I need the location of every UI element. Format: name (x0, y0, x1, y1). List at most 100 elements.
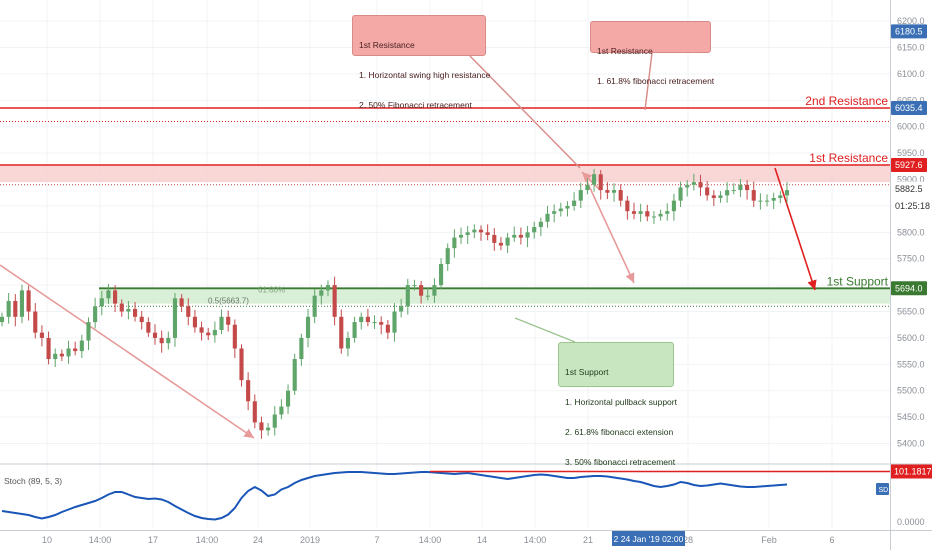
candle (445, 243, 450, 271)
downtrend-arrow (0, 264, 255, 439)
candle-body (319, 290, 324, 296)
candle (159, 330, 164, 353)
candle-body (26, 290, 31, 312)
candle-body (764, 200, 770, 202)
candle-body (698, 182, 703, 188)
crosshair-time-bg (612, 531, 685, 546)
price-tick: 5750.0 (897, 254, 925, 264)
time-tick: 21 (583, 535, 593, 545)
candle (106, 284, 111, 305)
candle-body (419, 285, 424, 296)
candle-body (252, 401, 257, 423)
candle (532, 221, 537, 239)
time-tick: 24 (253, 535, 263, 545)
candle (585, 178, 590, 195)
top-price-badge-text: 6180.5 (895, 26, 923, 36)
candle (392, 303, 397, 342)
candle-body (505, 237, 510, 246)
candle-body (232, 324, 237, 349)
candle (498, 237, 504, 251)
price-tick: 5400.0 (897, 439, 925, 449)
candle-body (139, 316, 144, 323)
candle (452, 229, 457, 258)
candle (572, 192, 577, 211)
candle (186, 298, 191, 326)
candle (352, 316, 357, 343)
top-price-badge: 6180.5 (891, 24, 927, 39)
candle-body (558, 208, 563, 212)
candle (33, 303, 38, 339)
projection-arrow (774, 167, 817, 291)
time-tick: 2019 (300, 535, 320, 545)
crosshair-time-text: 2 24 Jan '19 02:00 (614, 534, 684, 544)
candle-body (725, 190, 730, 196)
candle-body (445, 248, 450, 264)
candle-body (625, 200, 630, 212)
first-support-label: 1st Support (827, 274, 889, 288)
candle (512, 226, 517, 242)
support-note: 1st Support 1. Horizontal pullback suppo… (558, 342, 677, 467)
second-resistance-label: 2nd Resistance (805, 94, 888, 108)
candle-body (212, 330, 217, 336)
candle-body (192, 316, 197, 328)
time-tick: 14 (477, 535, 487, 545)
candle-body (66, 348, 71, 357)
candle-body (172, 298, 178, 338)
candle-body (691, 182, 696, 185)
candle-body (33, 311, 38, 333)
price-tick: 5500.0 (897, 386, 925, 396)
price-tick: 6150.0 (897, 43, 925, 53)
candle-body (93, 306, 98, 323)
candle-body (186, 306, 191, 317)
candle-body (711, 195, 716, 198)
candle-body (206, 332, 211, 336)
candle (478, 225, 484, 241)
candle (19, 284, 25, 324)
candle (252, 394, 257, 429)
candle (39, 325, 44, 347)
candle (219, 309, 224, 335)
candle-body (778, 195, 783, 198)
price-tick: 5450.0 (897, 412, 925, 422)
candle-body (478, 229, 484, 233)
candle (705, 181, 710, 201)
candle-body (53, 353, 58, 360)
candle-body (73, 348, 78, 352)
candle (172, 293, 178, 347)
candle-body (685, 184, 690, 188)
candle-body (19, 290, 25, 317)
candle-body (59, 353, 64, 357)
candle-body (352, 322, 357, 338)
candle (385, 319, 390, 339)
price-tick: 5800.0 (897, 227, 925, 237)
candle (538, 217, 543, 237)
candle (365, 308, 370, 327)
candle (319, 284, 324, 305)
time-tick: 14:00 (89, 535, 112, 545)
candle-body (545, 213, 550, 222)
candle-body (512, 234, 517, 238)
candle (132, 302, 138, 322)
candle-body (365, 316, 370, 323)
candle (372, 315, 377, 329)
candle (305, 308, 311, 348)
note-pointer (469, 55, 581, 169)
first-support-badge: 5694.0 (891, 281, 927, 296)
candle (711, 190, 716, 206)
candle (93, 297, 98, 329)
current-price-badge: 5882.5 (891, 181, 927, 196)
price-tick: 6050.0 (897, 95, 925, 105)
candle (59, 349, 64, 362)
second-resistance-badge-bg (891, 101, 927, 116)
sd-badge: SD (876, 483, 889, 495)
candle (412, 279, 417, 291)
price-tick: 5650.0 (897, 307, 925, 317)
candle (53, 348, 58, 367)
candle-body (99, 298, 104, 307)
candle-body (498, 242, 504, 246)
candle-body (285, 390, 291, 407)
candle-body (372, 322, 377, 324)
candle-body (492, 234, 497, 243)
candle (119, 299, 124, 317)
